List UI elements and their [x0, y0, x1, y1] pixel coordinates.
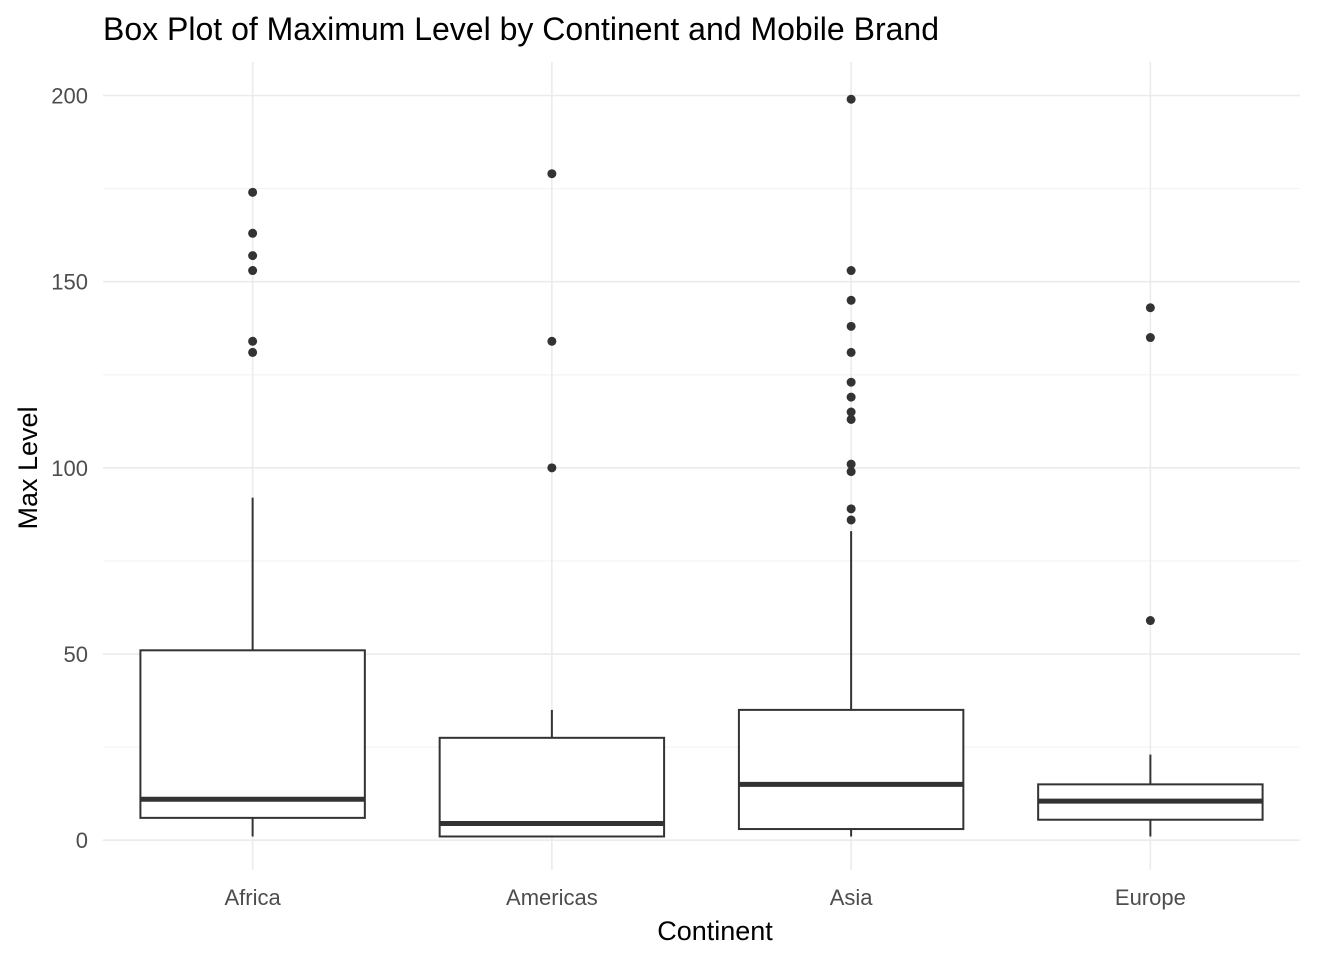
box-group-asia: [737, 94, 965, 837]
box-iqr: [737, 708, 965, 831]
chart-title: Box Plot of Maximum Level by Continent a…: [103, 11, 939, 47]
outlier-point: [846, 266, 856, 276]
box-iqr: [438, 736, 666, 838]
outlier-point: [248, 187, 258, 197]
y-axis-title: Max Level: [13, 406, 43, 529]
plot-marks: [139, 94, 1264, 838]
y-tick-label: 150: [51, 270, 88, 295]
y-tick-label: 100: [51, 456, 88, 481]
outlier-point: [846, 467, 856, 477]
outlier-point: [1145, 333, 1155, 343]
x-tick-label: Americas: [506, 885, 598, 910]
outlier-point: [846, 515, 856, 525]
outlier-point: [248, 228, 258, 238]
box-group-europe: [1037, 303, 1264, 837]
outlier-point: [248, 336, 258, 346]
outlier-point: [846, 414, 856, 424]
outlier-point: [846, 392, 856, 402]
outlier-point: [1145, 616, 1155, 626]
outlier-point: [846, 504, 856, 514]
y-tick-label: 50: [64, 642, 88, 667]
box-iqr: [139, 649, 366, 819]
outlier-point: [248, 347, 258, 357]
x-axis-title: Continent: [657, 916, 773, 946]
x-tick-label: Africa: [225, 885, 282, 910]
outlier-point: [248, 251, 258, 261]
outlier-point: [846, 94, 856, 104]
outlier-point: [846, 459, 856, 469]
outlier-point: [248, 266, 258, 276]
y-axis-tick-labels: 0 50 100 150 200: [51, 84, 88, 854]
x-axis-tick-labels: Africa Americas Asia Europe: [225, 885, 1186, 910]
outlier-point: [547, 463, 557, 473]
outlier-point: [547, 169, 557, 179]
outlier-point: [846, 377, 856, 387]
outlier-point: [1145, 303, 1155, 313]
y-tick-label: 0: [76, 828, 88, 853]
x-tick-label: Asia: [830, 885, 874, 910]
outlier-point: [846, 347, 856, 357]
outlier-point: [547, 336, 557, 346]
box-group-americas: [438, 169, 666, 838]
box-group-africa: [139, 187, 366, 837]
x-tick-label: Europe: [1115, 885, 1186, 910]
outlier-point: [846, 295, 856, 305]
outlier-point: [846, 407, 856, 417]
outlier-point: [846, 321, 856, 331]
y-tick-label: 200: [51, 84, 88, 109]
